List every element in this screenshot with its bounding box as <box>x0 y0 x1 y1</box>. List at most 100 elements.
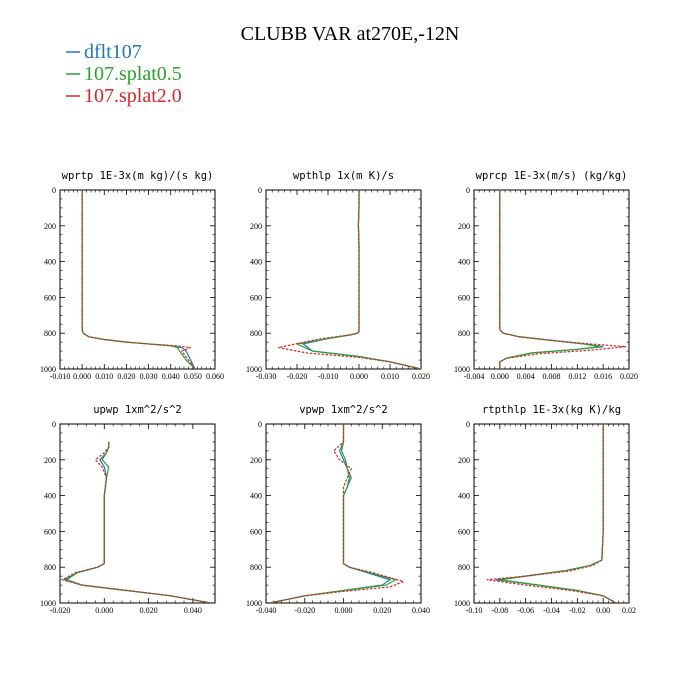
x-tick-label: 0.016 <box>594 372 612 381</box>
x-tick-label: -0.020 <box>287 372 308 381</box>
y-tick-label: 200 <box>458 222 470 231</box>
y-tick-label: 400 <box>458 492 470 501</box>
y-tick-label: 800 <box>250 563 262 572</box>
legend-entry: 107.splat2.0 <box>66 85 182 107</box>
panel: wprcp 1E-3x(m/s) (kg/kg) -0.004 0.000 0.004… <box>454 170 638 381</box>
plot-frame <box>265 189 422 370</box>
series-line-dflt107 <box>62 441 211 603</box>
x-tick-label: 0.040 <box>162 372 180 381</box>
series-line-dflt107 <box>81 190 196 369</box>
x-tick-label: -0.040 <box>256 606 277 615</box>
x-tick-label: 0.020 <box>117 372 135 381</box>
x-tick-label: -0.10 <box>466 606 483 615</box>
x-tick-label: 0.060 <box>206 372 224 381</box>
y-tick-label: 400 <box>458 258 470 267</box>
x-tick-label: 0.020 <box>412 372 430 381</box>
series-line-107.splat0.5 <box>81 190 196 369</box>
x-tick-label: -0.02 <box>569 606 586 615</box>
x-tick-label: 0.030 <box>140 372 158 381</box>
panel: vpwp 1xm^2/s^2 -0.040 -0.020 0.000 0.020 0.04… <box>246 404 430 615</box>
plot-frame <box>473 423 630 604</box>
panel: wpthlp 1x(m K)/s -0.030 -0.020 -0.010 0.000 0… <box>246 170 430 381</box>
x-tick-label: 0.010 <box>381 372 399 381</box>
x-tick-label: 0.00 <box>596 606 610 615</box>
x-tick-label: 0.000 <box>335 606 353 615</box>
x-tick-label: 0.000 <box>95 606 113 615</box>
x-tick-label: 0.040 <box>412 606 430 615</box>
x-tick-label: -0.004 <box>464 372 485 381</box>
panel: upwp 1xm^2/s^2 -0.020 0.000 0.020 0.040 0 200 4… <box>40 404 216 615</box>
x-tick-label: 0.050 <box>184 372 202 381</box>
y-tick-label: 800 <box>44 329 56 338</box>
x-tick-label: 0.040 <box>184 606 202 615</box>
x-tick-label: 0.010 <box>95 372 113 381</box>
x-tick-label: 0.004 <box>517 372 535 381</box>
series-line-dflt107 <box>301 190 421 369</box>
x-tick-label: 0.02 <box>622 606 636 615</box>
x-tick-label: -0.010 <box>318 372 339 381</box>
series-group <box>499 190 626 369</box>
y-tick-label: 800 <box>250 329 262 338</box>
series-line-107.splat0.5 <box>499 424 617 603</box>
figure-title: CLUBB VAR at270E,-12N <box>241 23 460 45</box>
y-tick-label: 0 <box>52 186 56 195</box>
y-tick-label: 800 <box>458 563 470 572</box>
x-tick-label: 0.020 <box>620 372 638 381</box>
panels: wprtp 1E-3x(m kg)/(s kg)-0.010 0.000 0.010… <box>40 170 638 615</box>
y-tick-label: 600 <box>250 527 262 536</box>
y-tick-label: 0 <box>258 420 262 429</box>
plot-frame <box>59 423 216 604</box>
x-tick-label: -0.04 <box>543 606 560 615</box>
panel: wprtp 1E-3x(m kg)/(s kg) -0.010 0.000 0.010… <box>40 170 224 381</box>
x-tick-label: -0.030 <box>256 372 277 381</box>
series-line-107.splat2.0 <box>269 424 406 603</box>
series-group <box>81 190 196 369</box>
y-tick-label: 0 <box>466 420 470 429</box>
series-line-107.splat2.0 <box>60 441 211 603</box>
x-tick-label: -0.010 <box>50 372 71 381</box>
y-tick-label: 400 <box>44 258 56 267</box>
y-tick-label: 800 <box>44 563 56 572</box>
y-tick-label: 600 <box>250 293 262 302</box>
y-tick-label: 1000 <box>246 365 262 374</box>
x-tick-label: -0.020 <box>294 606 315 615</box>
y-tick-label: 0 <box>466 186 470 195</box>
x-tick-label: -0.08 <box>491 606 508 615</box>
series-line-107.splat2.0 <box>499 190 626 369</box>
x-tick-label: -0.06 <box>517 606 534 615</box>
legend-entry: dflt107 <box>66 41 142 63</box>
y-tick-label: 200 <box>250 222 262 231</box>
y-tick-label: 600 <box>44 293 56 302</box>
y-tick-label: 200 <box>44 456 56 465</box>
y-tick-label: 200 <box>44 222 56 231</box>
x-tick-label: -0.020 <box>50 606 71 615</box>
y-tick-label: 1000 <box>454 365 470 374</box>
y-tick-label: 0 <box>52 420 56 429</box>
x-tick-label: 0.020 <box>373 606 391 615</box>
series-line-107.splat0.5 <box>499 190 601 369</box>
y-tick-label: 1000 <box>40 365 56 374</box>
y-tick-label: 0 <box>258 186 262 195</box>
series-group <box>486 424 617 603</box>
y-tick-label: 400 <box>250 492 262 501</box>
series-group <box>269 424 406 603</box>
panel-title: rtpthlp 1E-3x(kg K)/kg <box>482 404 621 416</box>
panel-title: vpwp 1xm^2/s^2 <box>299 404 388 416</box>
panel: rtpthlp 1E-3x(kg K)/kg -0.10 -0.08 -0.06 -0.… <box>454 404 636 615</box>
plot-frame <box>59 189 216 370</box>
y-tick-label: 200 <box>458 456 470 465</box>
series-line-dflt107 <box>495 424 617 603</box>
panel-title: wprtp 1E-3x(m kg)/(s kg) <box>62 170 214 182</box>
y-tick-label: 400 <box>44 492 56 501</box>
series-line-107.splat0.5 <box>295 190 421 369</box>
series-line-107.splat2.0 <box>81 190 196 369</box>
series-line-107.splat2.0 <box>486 424 617 603</box>
y-tick-label: 200 <box>250 456 262 465</box>
x-tick-label: 0.000 <box>73 372 91 381</box>
y-tick-label: 600 <box>44 527 56 536</box>
y-tick-label: 600 <box>458 293 470 302</box>
series-group <box>60 441 211 603</box>
legend-entry: 107.splat0.5 <box>66 63 182 85</box>
